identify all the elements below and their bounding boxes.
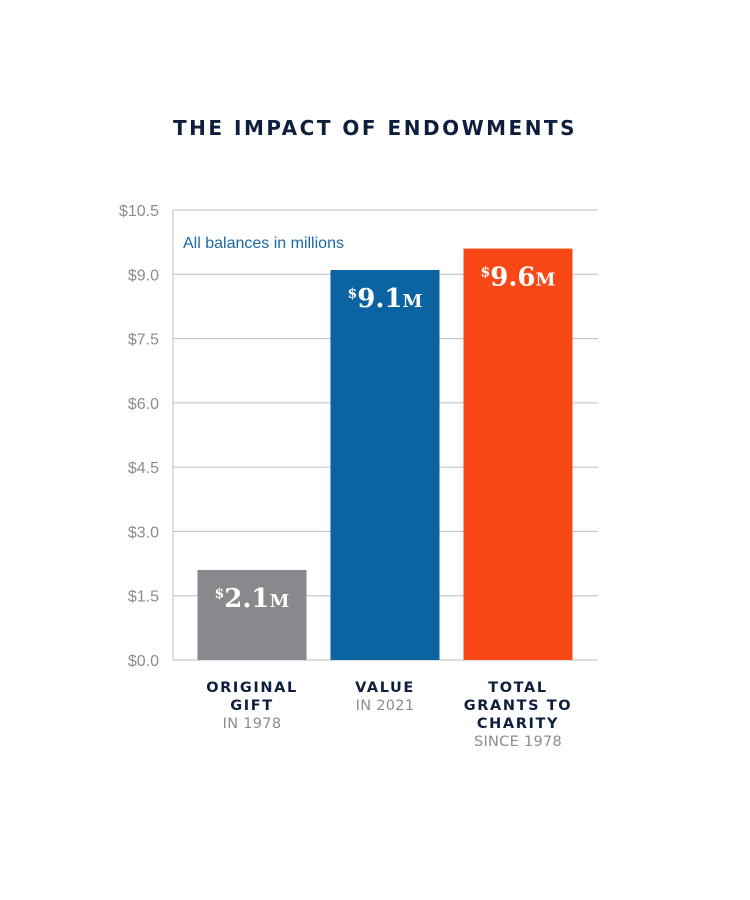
bar — [197, 570, 307, 660]
y-tick-label: $1.5 — [128, 589, 159, 606]
x-category-label: TOTAL GRANTS TO CHARITY SINCE 1978 — [443, 679, 593, 751]
y-tick-label: $10.5 — [119, 203, 159, 220]
category-sublabel: SINCE 1978 — [473, 734, 563, 750]
annotation: All balances in millions — [183, 235, 344, 252]
category-name: TOTAL GRANTS TO CHARITY — [463, 680, 573, 732]
y-tick-label: $6.0 — [128, 396, 159, 413]
y-tick-label: $9.0 — [128, 267, 159, 284]
category-name: VALUE — [355, 680, 415, 696]
bar — [330, 270, 440, 660]
y-tick-label: $4.5 — [128, 460, 159, 477]
bar — [463, 248, 573, 661]
x-category-label: VALUE IN 2021 — [310, 679, 460, 715]
value-label: $2.1M — [215, 584, 290, 614]
chart-title: THE IMPACT OF ENDOWMENTS — [173, 116, 577, 140]
bars — [197, 248, 573, 661]
y-tick-label: $7.5 — [128, 332, 159, 349]
category-name: ORIGINAL GIFT — [206, 680, 298, 714]
category-sublabel: IN 1978 — [222, 716, 282, 732]
category-sublabel: IN 2021 — [355, 698, 415, 714]
y-tick-label: $0.0 — [128, 653, 159, 670]
y-axis: $0.0 $1.5 $3.0 $4.5 $6.0 $7.5 $9.0 $10.5 — [119, 203, 159, 670]
x-category-label: ORIGINAL GIFT IN 1978 — [177, 679, 327, 733]
value-label: $9.1M — [348, 284, 423, 314]
value-label: $9.6M — [481, 263, 556, 293]
value-labels: $2.1M $9.1M $9.6M — [215, 263, 556, 614]
y-tick-label: $3.0 — [128, 524, 159, 541]
